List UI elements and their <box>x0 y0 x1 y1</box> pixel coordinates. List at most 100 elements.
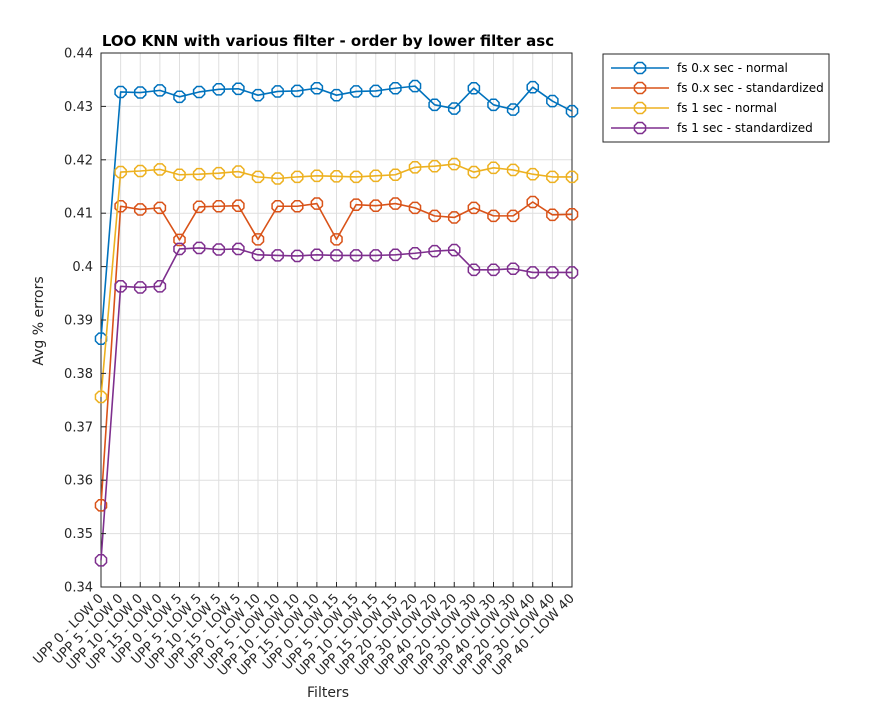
series-line <box>100 85 573 339</box>
data-point <box>251 88 265 102</box>
legend-label: fs 1 sec - standardized <box>677 121 813 135</box>
data-point <box>173 233 186 247</box>
data-point <box>408 201 422 215</box>
data-point <box>369 169 383 183</box>
data-point <box>232 199 245 213</box>
data-point <box>546 94 559 108</box>
chart-title: LOO KNN with various filter - order by l… <box>102 32 554 50</box>
data-point <box>408 246 422 260</box>
data-point <box>94 390 108 404</box>
data-point <box>232 82 245 96</box>
y-tick-label: 0.43 <box>64 100 93 115</box>
data-point <box>565 170 579 184</box>
data-point <box>114 165 127 179</box>
data-point <box>467 81 481 95</box>
data-point <box>506 163 520 177</box>
legend-marker <box>633 81 647 95</box>
data-point <box>565 266 579 279</box>
data-point <box>173 168 186 182</box>
data-point <box>447 157 461 171</box>
data-point <box>467 263 481 277</box>
data-point <box>506 209 520 223</box>
legend-item: fs 1 sec - normal <box>611 101 777 115</box>
data-point <box>408 160 422 174</box>
data-point <box>153 280 167 293</box>
data-point <box>330 88 343 102</box>
data-point <box>447 211 461 224</box>
series-line <box>100 201 573 506</box>
data-point <box>330 233 343 246</box>
data-point <box>330 170 343 183</box>
series-1 <box>94 79 579 345</box>
data-point <box>133 281 147 294</box>
data-point <box>526 195 540 209</box>
data-point <box>271 85 284 98</box>
legend-label: fs 0.x sec - standardized <box>677 81 824 95</box>
data-point <box>114 199 127 213</box>
data-point <box>290 170 304 184</box>
legend-label: fs 1 sec - normal <box>677 101 777 115</box>
legend-marker <box>633 101 647 115</box>
data-point <box>428 209 441 223</box>
data-point <box>114 280 127 293</box>
legend-marker <box>633 61 647 75</box>
data-point <box>173 90 186 104</box>
data-point <box>408 79 422 93</box>
series-2 <box>94 195 579 512</box>
data-point <box>428 244 441 258</box>
data-point <box>290 249 304 263</box>
data-point <box>251 248 265 262</box>
data-point <box>349 198 363 211</box>
data-point <box>232 242 245 256</box>
legend: fs 0.x sec - normal fs 0.x sec - standard… <box>602 53 830 143</box>
data-point <box>212 166 226 180</box>
legend-label: fs 0.x sec - normal <box>677 61 788 75</box>
data-point <box>133 203 147 216</box>
y-tick-label: 0.39 <box>64 314 93 329</box>
data-point <box>487 209 500 223</box>
data-point <box>212 199 226 213</box>
data-point <box>310 81 324 95</box>
data-point <box>192 85 206 99</box>
data-point <box>389 197 402 210</box>
data-point <box>389 168 402 182</box>
series-line <box>100 247 572 561</box>
data-point <box>428 159 441 173</box>
data-point <box>369 84 383 98</box>
x-axis-label: Filters <box>307 685 349 701</box>
data-point <box>192 241 206 255</box>
series-4 <box>94 241 579 567</box>
plot-area <box>94 52 579 588</box>
data-point <box>487 161 500 175</box>
y-tick-label: 0.35 <box>64 527 93 542</box>
data-point <box>94 554 108 567</box>
data-point <box>310 197 324 210</box>
data-point <box>467 201 481 215</box>
y-tick-label: 0.42 <box>64 153 93 168</box>
data-point <box>173 242 186 256</box>
series-line <box>100 163 572 397</box>
y-tick-label: 0.38 <box>64 367 93 382</box>
data-point <box>310 169 324 183</box>
data-point <box>114 85 127 99</box>
data-point <box>232 165 245 178</box>
data-point <box>487 98 500 112</box>
data-point <box>192 167 206 181</box>
data-point <box>565 207 579 221</box>
data-point <box>428 98 441 112</box>
data-point <box>467 165 481 179</box>
y-tick-label: 0.36 <box>64 474 93 489</box>
legend-item: fs 0.x sec - normal <box>611 61 788 75</box>
data-point <box>349 170 363 184</box>
data-point <box>94 332 108 345</box>
data-point <box>290 199 304 213</box>
y-tick-label: 0.41 <box>64 207 93 222</box>
data-point <box>349 85 363 98</box>
data-point <box>271 249 284 262</box>
data-point <box>153 84 167 97</box>
data-point <box>389 248 402 262</box>
data-point <box>212 83 226 96</box>
data-point <box>389 81 402 95</box>
data-point <box>349 249 363 262</box>
